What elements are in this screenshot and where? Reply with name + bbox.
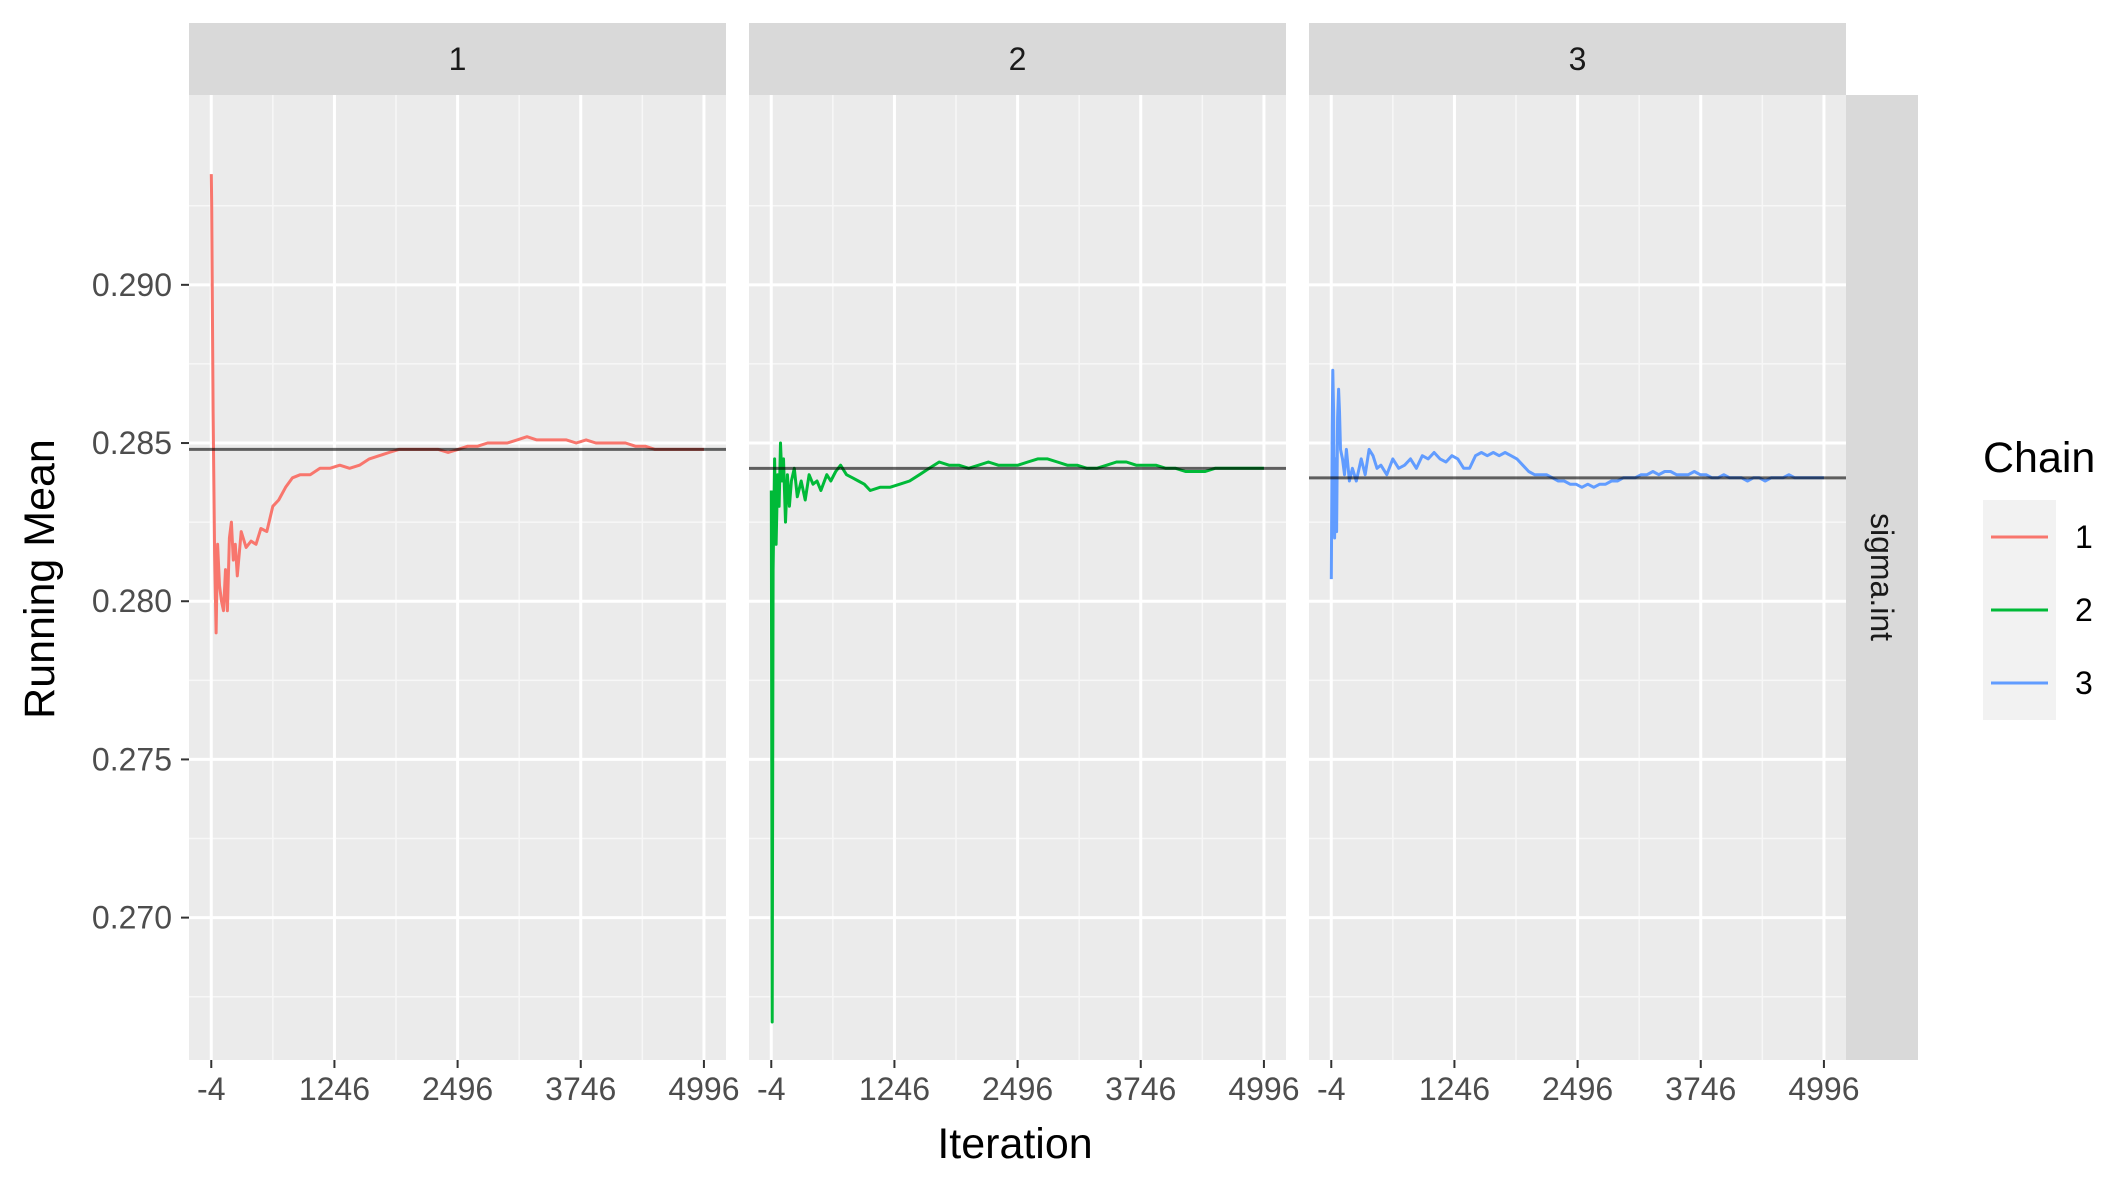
row-strip [1846, 95, 1918, 1060]
facet-strip-label: 2 [1009, 41, 1027, 77]
legend-title: Chain [1983, 434, 2095, 482]
facet-strip [1309, 23, 1846, 95]
legend-label-chain-1: 1 [2075, 519, 2093, 555]
x-tick-label: -4 [1317, 1071, 1345, 1107]
facet-strip [749, 23, 1286, 95]
legend-label-chain-3: 3 [2075, 665, 2093, 701]
y-tick-label: 0.290 [92, 267, 172, 303]
x-tick-label: 4996 [668, 1071, 739, 1107]
y-axis-title: Running Mean [16, 439, 64, 719]
x-tick-label: 2496 [422, 1071, 493, 1107]
facet-panel-3: 3 -4 1246 2496 3746 4996 [1309, 23, 1860, 1107]
x-tick-label: 3746 [545, 1071, 616, 1107]
x-tick-label: 1246 [859, 1071, 930, 1107]
legend-label-chain-2: 2 [2075, 592, 2093, 628]
legend: Chain 1 2 3 [1983, 434, 2095, 720]
x-tick-label: 4996 [1228, 1071, 1299, 1107]
x-tick-label: 2496 [982, 1071, 1053, 1107]
x-tick-label: -4 [197, 1071, 225, 1107]
x-tick-label: 1246 [299, 1071, 370, 1107]
x-tick-label: -4 [757, 1071, 785, 1107]
facet-strip-label: 1 [449, 41, 467, 77]
series-line-chain-2 [769, 441, 1264, 1024]
x-tick-label: 2496 [1542, 1071, 1613, 1107]
facet-strip-label: 3 [1569, 41, 1587, 77]
series-line-chain-1 [209, 174, 704, 635]
y-tick-label: 0.280 [92, 583, 172, 619]
y-tick-label: 0.275 [92, 741, 172, 777]
facet-panel-2: 2 -4 1246 2496 3746 4996 [749, 23, 1300, 1107]
x-tick-label: 4996 [1788, 1071, 1859, 1107]
x-axis-title: Iteration [937, 1120, 1092, 1168]
x-tick-label: 3746 [1105, 1071, 1176, 1107]
x-tick-label: 1246 [1419, 1071, 1490, 1107]
x-tick-label: 3746 [1665, 1071, 1736, 1107]
facet-panel-1: 1 -4 1246 2496 3746 4996 [189, 23, 740, 1107]
facet-strip [189, 23, 726, 95]
y-tick-label: 0.270 [92, 900, 172, 936]
y-tick-label: 0.285 [92, 425, 172, 461]
row-strip-label: sigma.int [1864, 513, 1900, 641]
